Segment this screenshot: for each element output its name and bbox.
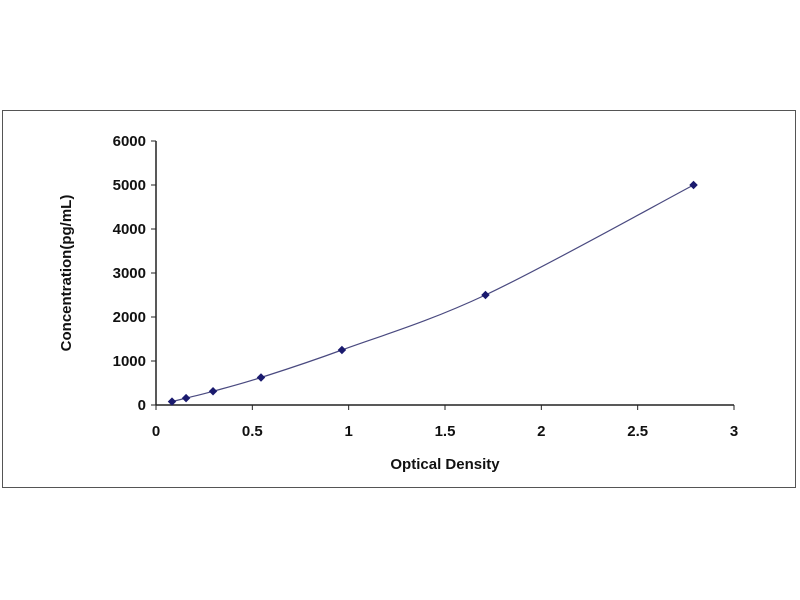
x-tick-label: 2 (537, 423, 545, 440)
x-tick-label: 1 (344, 423, 352, 440)
data-point (167, 397, 177, 406)
y-tick-label: 0 (138, 397, 146, 414)
x-axis-label: Optical Density (390, 456, 500, 473)
data-point (481, 290, 490, 300)
x-tick-label: 2.5 (627, 423, 648, 440)
x-tick-label: 3 (730, 423, 738, 440)
data-point (181, 393, 191, 403)
x-tick-label: 1.5 (435, 423, 456, 440)
y-tick-label: 1000 (113, 353, 146, 370)
x-tick-label: 0 (152, 423, 160, 440)
y-tick-label: 6000 (113, 133, 146, 150)
y-tick-label: 5000 (113, 177, 146, 194)
fit-curve (171, 184, 694, 403)
data-point (256, 373, 266, 382)
data-point (337, 345, 347, 355)
chart-frame (2, 110, 796, 488)
x-tick-label: 0.5 (242, 423, 263, 440)
data-point (208, 387, 218, 396)
y-tick-label: 4000 (113, 221, 146, 238)
data-point (689, 180, 698, 190)
y-axis-label: Concentration(pg/mL) (58, 195, 75, 352)
y-tick-label: 3000 (113, 265, 146, 282)
y-tick-label: 2000 (113, 309, 146, 326)
